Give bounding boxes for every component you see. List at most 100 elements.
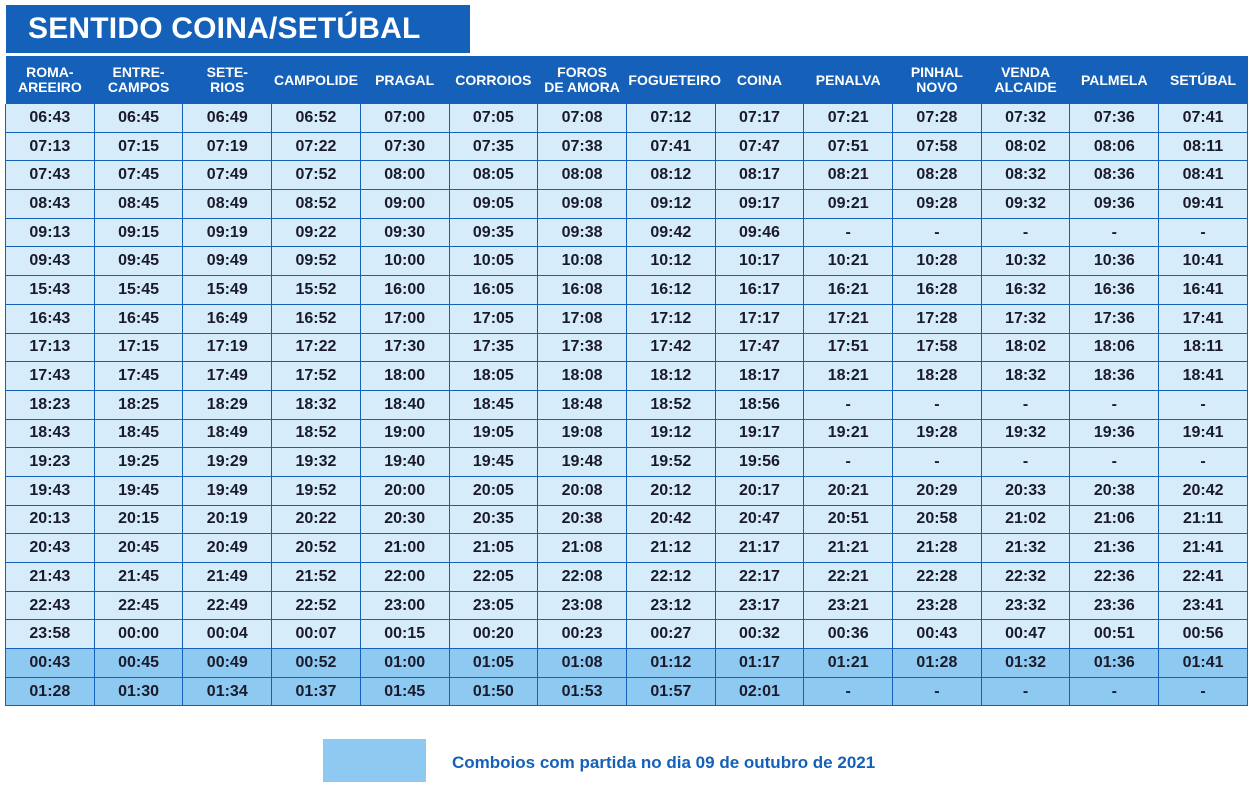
time-cell: 18:05 xyxy=(448,361,539,391)
time-cell: 18:23 xyxy=(5,389,95,420)
time-cell: 18:52 xyxy=(271,418,361,449)
time-cell: 09:32 xyxy=(980,189,1071,219)
time-cell: 21:02 xyxy=(980,504,1071,535)
time-cell: 19:23 xyxy=(5,447,95,477)
time-cell: 00:15 xyxy=(359,619,450,650)
time-cell: 22:17 xyxy=(714,562,805,592)
time-cell: 07:19 xyxy=(182,131,273,162)
time-cell: 20:17 xyxy=(714,475,805,506)
time-cell: 07:36 xyxy=(1069,104,1160,133)
column-header-line: ROMA- xyxy=(26,64,74,80)
legend-swatch xyxy=(323,739,426,782)
time-cell: 00:49 xyxy=(182,648,273,678)
time-cell: 21:45 xyxy=(93,562,184,592)
time-cell: 18:02 xyxy=(980,332,1071,363)
timetable-body: 06:43 06:45 06:49 06:52 07:00 07:05 07:08 07:12… xyxy=(5,104,1248,707)
column-header-line: PENALVA xyxy=(815,71,881,88)
time-cell: 20:29 xyxy=(892,475,982,506)
time-cell: 20:19 xyxy=(182,504,273,535)
time-cell: - xyxy=(980,447,1071,477)
time-cell: 17:05 xyxy=(448,303,539,334)
time-cell: 17:42 xyxy=(625,332,716,363)
time-cell: - xyxy=(803,389,894,420)
time-cell: 00:36 xyxy=(803,619,894,650)
column-header: PENALVA xyxy=(803,56,893,104)
time-cell: 17:13 xyxy=(5,332,95,363)
time-cell: 07:38 xyxy=(537,131,627,162)
time-cell: - xyxy=(1069,217,1160,248)
time-cell: 21:43 xyxy=(5,562,95,592)
time-cell: 19:05 xyxy=(448,418,539,449)
time-cell: 21:32 xyxy=(980,533,1071,563)
time-cell: 08:43 xyxy=(5,189,95,219)
time-cell: 17:32 xyxy=(980,303,1071,334)
time-cell: 10:36 xyxy=(1069,246,1160,277)
time-cell: - xyxy=(980,389,1071,420)
time-cell: 20:15 xyxy=(93,504,184,535)
column-header-line: VENDA xyxy=(1001,64,1051,80)
time-cell: 01:17 xyxy=(714,648,805,678)
time-cell: 09:30 xyxy=(359,217,450,248)
time-cell: 16:45 xyxy=(93,303,184,334)
header-row: ROMA- AREEIRO ENTRE- CAMPOS SETE- RIOS CAMPOLI… xyxy=(5,56,1248,104)
time-cell: 20:43 xyxy=(5,533,95,563)
time-cell: 08:32 xyxy=(980,160,1071,191)
time-cell: 07:52 xyxy=(271,160,361,191)
time-cell: 10:05 xyxy=(448,246,539,277)
time-cell: 22:12 xyxy=(625,562,716,592)
time-cell: - xyxy=(892,389,982,420)
time-cell: 19:43 xyxy=(5,475,95,506)
time-cell: 17:35 xyxy=(448,332,539,363)
time-cell: 17:15 xyxy=(93,332,184,363)
table-row: 07:43 07:45 07:49 07:52 08:00 08:05 08:08 08:12… xyxy=(5,160,1248,191)
time-cell: 16:32 xyxy=(980,275,1071,305)
time-cell: 18:29 xyxy=(182,389,273,420)
time-cell: 10:32 xyxy=(980,246,1071,277)
time-cell: 00:51 xyxy=(1069,619,1160,650)
table-row: 17:43 17:45 17:49 17:52 18:00 18:05 18:08 18:12… xyxy=(5,361,1248,391)
time-cell: 18:45 xyxy=(93,418,184,449)
column-header: COINA xyxy=(715,56,804,104)
time-cell: 07:08 xyxy=(537,104,627,133)
time-cell: 22:41 xyxy=(1158,562,1248,592)
time-cell: 00:56 xyxy=(1158,619,1248,650)
time-cell: 00:07 xyxy=(271,619,361,650)
time-cell: 17:52 xyxy=(271,361,361,391)
time-cell: - xyxy=(892,447,982,477)
time-cell: 00:20 xyxy=(448,619,539,650)
time-cell: 22:49 xyxy=(182,590,273,621)
time-cell: 18:11 xyxy=(1158,332,1248,363)
time-cell: 20:52 xyxy=(271,533,361,563)
time-cell: 07:51 xyxy=(803,131,894,162)
time-cell: 06:52 xyxy=(271,104,361,133)
time-cell: 00:00 xyxy=(93,619,184,650)
table-row: 21:43 21:45 21:49 21:52 22:00 22:05 22:08 22:12… xyxy=(5,562,1248,592)
time-cell: 20:49 xyxy=(182,533,273,563)
table-row: 19:23 19:25 19:29 19:32 19:40 19:45 19:48 19:52… xyxy=(5,447,1248,477)
column-header-line: PALMELA xyxy=(1080,71,1148,88)
time-cell: 01:28 xyxy=(892,648,982,678)
time-cell: 16:00 xyxy=(359,275,450,305)
table-row: 20:13 20:15 20:19 20:22 20:30 20:35 20:38 20:42… xyxy=(5,504,1248,535)
time-cell: - xyxy=(980,217,1071,248)
time-cell: 20:00 xyxy=(359,475,450,506)
column-header-line: ALCAIDE xyxy=(994,79,1057,95)
time-cell: 07:30 xyxy=(359,131,450,162)
time-cell: 10:12 xyxy=(625,246,716,277)
time-cell: 18:56 xyxy=(714,389,805,420)
time-cell: 19:28 xyxy=(892,418,982,449)
time-cell: 08:12 xyxy=(625,160,716,191)
time-cell: 16:21 xyxy=(803,275,894,305)
time-cell: 08:05 xyxy=(448,160,539,191)
time-cell: 01:21 xyxy=(803,648,894,678)
time-cell: 18:43 xyxy=(5,418,95,449)
time-cell: - xyxy=(1069,389,1160,420)
time-cell: 18:00 xyxy=(359,361,450,391)
table-row: 16:43 16:45 16:49 16:52 17:00 17:05 17:08 17:12… xyxy=(5,303,1248,334)
time-cell: 21:36 xyxy=(1069,533,1160,563)
time-cell: 19:45 xyxy=(93,475,184,506)
time-cell: 15:43 xyxy=(5,275,95,305)
time-cell: 17:45 xyxy=(93,361,184,391)
time-cell: 22:32 xyxy=(980,562,1071,592)
time-cell: 17:49 xyxy=(182,361,273,391)
